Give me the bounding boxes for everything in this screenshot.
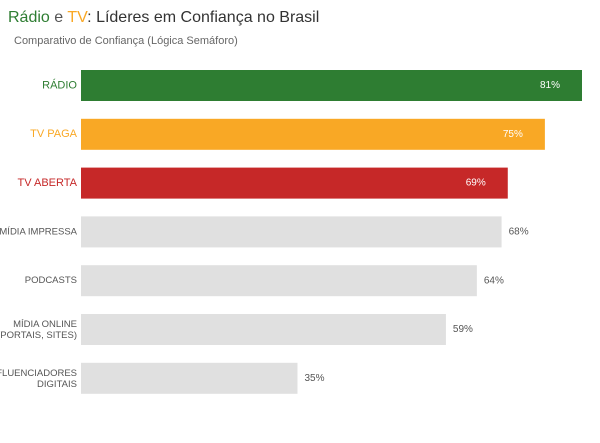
bar [81, 216, 502, 248]
value-label: 69% [466, 178, 486, 189]
bar [81, 118, 545, 150]
chart-title: Rádio e TV: Líderes em Confiança no Bras… [8, 9, 319, 26]
category-label: PODCASTS [25, 275, 77, 286]
title-part: TV [67, 9, 88, 26]
category-label: TV PAGA [30, 128, 78, 140]
bar [81, 314, 446, 345]
chart-subtitle: Comparativo de Confiança (Lógica Semáfor… [14, 35, 238, 47]
category-label: TV ABERTA [17, 177, 77, 189]
bar [81, 167, 508, 199]
bar [81, 70, 582, 101]
bar [81, 265, 477, 297]
bar [81, 362, 298, 394]
value-label: 81% [540, 80, 560, 91]
value-label: 59% [453, 324, 473, 335]
value-label: 68% [509, 227, 529, 238]
value-label: 64% [484, 275, 504, 286]
value-label: 75% [503, 129, 523, 140]
category-label: MÍDIA ONLINE (PORTAIS, SITES) [0, 319, 77, 341]
title-part: e [50, 9, 68, 26]
category-label: INFLUENCIADORESDIGITAIS [0, 367, 77, 389]
value-label: 35% [304, 373, 324, 384]
category-label: RÁDIO [42, 78, 77, 91]
title-part: Rádio [8, 9, 50, 26]
category-label: MÍDIA IMPRESSA [0, 226, 78, 237]
title-part: : Líderes em Confiança no Brasil [87, 9, 319, 26]
